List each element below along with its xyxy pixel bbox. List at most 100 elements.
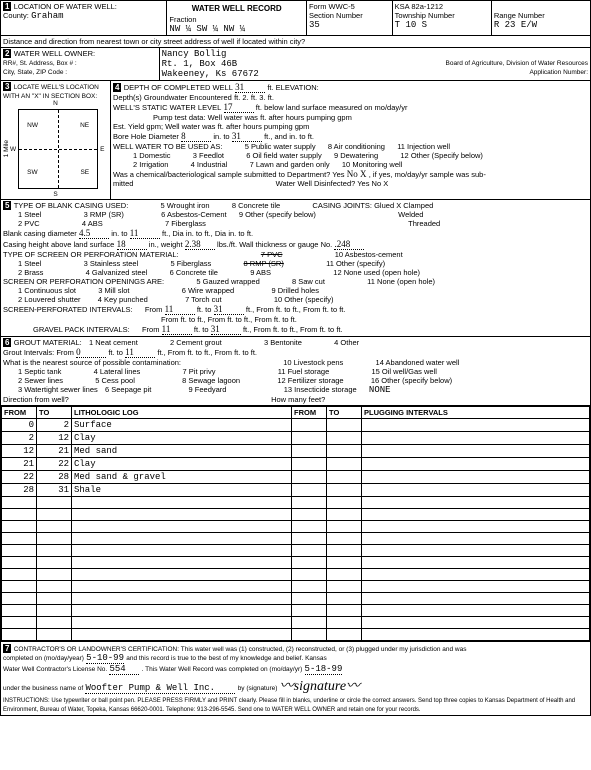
u6: 6 Oil field water supply — [246, 151, 321, 160]
dia1s: in. to — [111, 229, 127, 238]
o10: 10 Other (specify) — [274, 295, 334, 304]
o11: 11 None (open hole) — [367, 277, 435, 286]
section-7-badge: 7 — [3, 644, 11, 653]
log-row: 212Clay — [2, 432, 590, 445]
o1: 1 Continuous slot — [18, 286, 76, 295]
s4: 4 Galvanized steel — [86, 268, 148, 277]
g1f: 11 — [162, 324, 192, 335]
s6: 6 Concrete tile — [170, 268, 218, 277]
u11: 11 Injection well — [397, 142, 450, 151]
section-num-label: Section Number — [309, 11, 363, 20]
p11: 11 Fuel storage — [278, 367, 330, 376]
static-value: 17 — [224, 102, 254, 113]
dia7: ft. — [247, 229, 253, 238]
range-label: Range Number — [494, 11, 545, 20]
log-h6: PLUGGING INTERVALS — [362, 407, 590, 419]
township-value: T 10 S — [395, 20, 427, 30]
u1: 1 Domestic — [133, 151, 171, 160]
gauge: .248 — [334, 239, 364, 250]
date1: 5-10-99 — [86, 653, 124, 664]
p10: 10 Livestock pens — [283, 358, 343, 367]
joints-label: CASING JOINTS: Glued X Clamped — [312, 201, 433, 210]
p6: 6 Seepage pit — [105, 385, 151, 394]
d1: ft. 2. — [234, 93, 249, 102]
u9: 9 Dewatering — [334, 151, 378, 160]
log-row: 2831Shale — [2, 484, 590, 497]
log-row-empty — [2, 617, 590, 629]
log-row-empty — [2, 569, 590, 581]
bus: Woofter Pump & Well Inc. — [85, 683, 235, 694]
mitted: mitted — [113, 179, 133, 188]
dia6: in. to — [228, 229, 244, 238]
se: SE — [80, 169, 89, 176]
feet-label: How many feet? — [271, 395, 325, 404]
section2-title: WATER WELL OWNER: — [14, 49, 95, 58]
p1: 1 Septic tank — [18, 367, 61, 376]
p2: 2 Sewer lines — [18, 376, 63, 385]
owner-address: Rt. 1, Box 46B — [162, 59, 238, 69]
log-row: 2228Med sand & gravel — [2, 471, 590, 484]
p15: 15 Oil well/Gas well — [372, 367, 437, 376]
fraction-value: NW ¼ SW ¼ NW ¼ — [169, 24, 245, 34]
threaded: Threaded — [408, 219, 440, 228]
bore4: ft. — [308, 132, 314, 141]
s5: 5 Fiberglass — [170, 259, 211, 268]
welded: Welded — [398, 210, 423, 219]
log-h4: FROM — [292, 407, 327, 419]
u7: 7 Lawn and garden only — [250, 160, 330, 169]
log-row-empty — [2, 593, 590, 605]
lic-label: Water Well Contractor's License No. — [3, 666, 107, 673]
county-label: County: — [3, 11, 29, 20]
gi2: ft., From ft. to ft., From ft. to ft. — [157, 348, 257, 357]
g-from: From — [142, 325, 160, 334]
static-label: WELL'S STATIC WATER LEVEL — [113, 103, 221, 112]
gravel-label: GRAVEL PACK INTERVALS: — [33, 325, 130, 334]
ksa: KSA 82a-1212 — [395, 2, 443, 11]
sig-label: by (signature) — [238, 685, 278, 692]
section-grid: NW NE SW SE — [18, 109, 98, 189]
owner-name: Nancy Bollig — [162, 49, 227, 59]
north-label: N — [3, 100, 108, 107]
c8: 8 Concrete tile — [232, 201, 280, 210]
south-label: S — [3, 191, 108, 198]
p5: 5 Cess pool — [95, 376, 135, 385]
bore2: 31 — [232, 131, 262, 142]
header-row: 1 LOCATION OF WATER WELL: County: Graham… — [1, 1, 590, 36]
p1f: 11 — [165, 304, 195, 315]
c6: 6 Asbestos-Cement — [161, 210, 226, 219]
p14: 14 Abandoned water well — [376, 358, 460, 367]
bore2s: ft., and — [264, 132, 287, 141]
contam-label: What is the nearest source of possible c… — [3, 358, 181, 367]
g1: 1 Neat cement — [89, 338, 138, 347]
bus-label: under the business name of — [3, 685, 83, 692]
p12: 12 Fertilizer storage — [277, 376, 343, 385]
dia3: ft., Dia — [162, 229, 184, 238]
lic: 554 — [109, 664, 139, 675]
log-row-empty — [2, 509, 590, 521]
section-num-value: 35 — [309, 20, 320, 30]
dia-label: Blank casing diameter — [3, 229, 77, 238]
water-well-record-form: 1 LOCATION OF WATER WELL: County: Graham… — [0, 0, 591, 716]
s8: 8 RMP (SR) — [244, 259, 284, 268]
o9: 9 Drilled holes — [271, 286, 319, 295]
o7: 7 Torch cut — [185, 295, 222, 304]
log-h3: LITHOLOGIC LOG — [72, 407, 292, 419]
nw: NW — [27, 122, 38, 129]
section-2-badge: 2 — [3, 49, 11, 58]
perf-to: ft. to — [197, 305, 212, 314]
sample-label: Was a chemical/bacteriological sample su… — [113, 170, 345, 179]
gi-f: 0 — [76, 347, 106, 358]
signature: 〰signature〰 — [280, 679, 360, 694]
sw: SW — [27, 169, 37, 176]
dia1: 4.5 — [79, 228, 109, 239]
disinf: Water Well Disinfected? Yes No X — [276, 179, 389, 188]
city-label: City, State, ZIP Code : — [3, 69, 67, 76]
p4: 4 Lateral lines — [94, 367, 141, 376]
c4: 4 ABS — [82, 219, 103, 228]
u2: 2 Irrigation — [133, 160, 168, 169]
log-row-empty — [2, 605, 590, 617]
perf-label: SCREEN-PERFORATED INTERVALS: — [3, 305, 133, 314]
sample-no: No X — [347, 169, 367, 179]
section4-title: DEPTH OF COMPLETED WELL — [124, 83, 233, 92]
gi-label: Grout Intervals: From — [3, 348, 74, 357]
